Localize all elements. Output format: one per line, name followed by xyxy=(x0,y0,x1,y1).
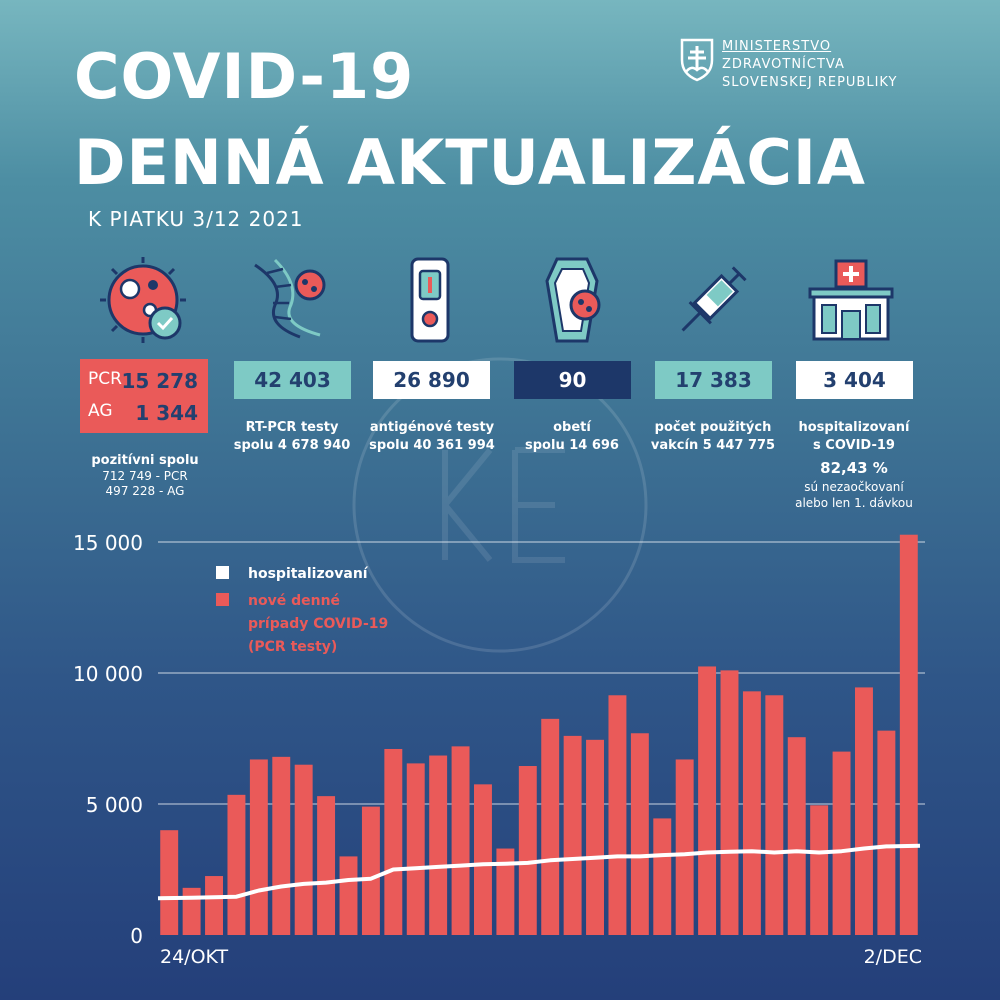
bar-new-cases xyxy=(563,735,582,935)
hospital-caption-2: s COVID-19 xyxy=(813,438,895,453)
x-tick-label: 2/DEC xyxy=(864,946,922,968)
bar-new-cases xyxy=(899,534,918,935)
hospital-value: 3 404 xyxy=(796,361,913,399)
coffin-virus-icon xyxy=(545,257,601,343)
bar-new-cases xyxy=(182,887,201,935)
antigen-caption: antigénové testy xyxy=(369,420,495,435)
y-tick-label: 10 000 xyxy=(73,662,143,686)
legend-label-new-cases: (PCR testy) xyxy=(248,639,337,655)
vaccines-value: 17 383 xyxy=(655,361,772,399)
ministry-line-3: SLOVENSKEJ REPUBLIKY xyxy=(722,75,898,90)
bar-new-cases xyxy=(720,670,739,935)
cases-chart: 0 5 000 10 000 15 000 24/OKT 2/DEC hospitaliz… xyxy=(73,531,925,968)
page-title: COVID-19 xyxy=(74,40,415,113)
hospital-caption: hospitalizovaní xyxy=(798,420,910,435)
positive-cases-box: PCR 15 278 AG 1 344 xyxy=(80,359,208,433)
bar-new-cases xyxy=(339,856,358,935)
bar-new-cases xyxy=(384,748,403,935)
unvaccinated-percent: 82,43 % xyxy=(820,459,888,477)
antigen-test-icon xyxy=(410,257,450,343)
bar-new-cases xyxy=(496,848,515,935)
rtpcr-value: 42 403 xyxy=(234,361,351,399)
bar-new-cases xyxy=(294,764,313,935)
bar-new-cases xyxy=(653,818,672,935)
bar-new-cases xyxy=(227,794,246,935)
legend-swatch-new-cases xyxy=(216,593,229,606)
deaths-total: spolu 14 696 xyxy=(525,438,619,453)
bar-new-cases xyxy=(272,756,291,935)
positive-detail-ag: 497 228 - AG xyxy=(105,484,185,498)
bar-new-cases xyxy=(698,666,717,935)
ag-label: AG xyxy=(88,401,113,421)
bar-new-cases xyxy=(429,755,448,935)
bar-new-cases xyxy=(317,796,336,935)
ag-value: 1 344 xyxy=(135,401,198,425)
line-hospitalized xyxy=(157,843,921,901)
legend-label-hospitalized: hospitalizovaní xyxy=(248,566,369,582)
bar-new-cases xyxy=(675,759,694,935)
legend-label-new-cases: nové denné xyxy=(248,593,340,609)
bar-new-cases xyxy=(406,763,425,935)
report-date: K PIATKU 3/12 2021 xyxy=(88,207,304,231)
bar-new-cases xyxy=(586,739,604,935)
bar-new-cases xyxy=(810,805,829,935)
bar-new-cases xyxy=(541,718,560,935)
vaccines-caption: počet použitých xyxy=(654,420,772,435)
bar-new-cases xyxy=(205,876,223,935)
positive-detail-pcr: 712 749 - PCR xyxy=(102,469,188,483)
ministry-line-1: MINISTERSTVO xyxy=(722,39,832,54)
bar-new-cases xyxy=(855,687,873,935)
legend-swatch-hospitalized xyxy=(216,566,229,579)
deaths-caption: obetí xyxy=(553,420,591,435)
antigen-value: 26 890 xyxy=(373,361,490,399)
bar-new-cases xyxy=(832,751,851,935)
rtpcr-caption: RT-PCR testy xyxy=(245,420,339,435)
virus-check-icon xyxy=(100,257,186,343)
syringe-icon xyxy=(681,266,747,332)
unvaccinated-note-1: sú nezaočkovaní xyxy=(804,480,904,494)
bar-new-cases xyxy=(518,766,537,935)
x-tick-label: 24/OKT xyxy=(160,946,229,968)
deaths-value: 90 xyxy=(514,361,631,399)
antigen-total: spolu 40 361 994 xyxy=(369,438,495,453)
rtpcr-total: spolu 4 678 940 xyxy=(233,438,351,453)
bar-new-cases xyxy=(765,695,784,935)
pcr-label: PCR xyxy=(88,369,122,389)
bar-new-cases xyxy=(160,830,179,935)
bar-new-cases xyxy=(361,806,380,935)
unvaccinated-note-2: alebo len 1. dávkou xyxy=(795,496,913,510)
y-tick-label: 15 000 xyxy=(73,531,143,555)
coat-of-arms-icon xyxy=(680,38,714,82)
bar-new-cases xyxy=(249,759,268,935)
page-subtitle: DENNÁ AKTUALIZÁCIA xyxy=(74,126,866,199)
bar-new-cases xyxy=(787,737,806,935)
dna-virus-icon xyxy=(254,258,326,339)
legend-label-new-cases: prípady COVID-19 xyxy=(248,616,388,632)
bar-new-cases xyxy=(742,691,761,935)
bar-new-cases xyxy=(630,733,649,935)
pcr-value: 15 278 xyxy=(121,369,198,393)
hospital-icon xyxy=(808,259,894,341)
bar-new-cases xyxy=(608,695,627,935)
y-tick-label: 0 xyxy=(130,924,143,948)
watermark-logo xyxy=(352,357,648,653)
y-tick-label: 5 000 xyxy=(86,793,143,817)
bar-new-cases xyxy=(877,730,896,935)
bar-new-cases xyxy=(451,746,470,935)
vaccines-total: vakcín 5 447 775 xyxy=(650,438,776,453)
ministry-line-2: ZDRAVOTNÍCTVA xyxy=(722,57,845,72)
positive-caption: pozitívni spolu xyxy=(91,453,199,468)
bar-new-cases xyxy=(474,784,492,935)
